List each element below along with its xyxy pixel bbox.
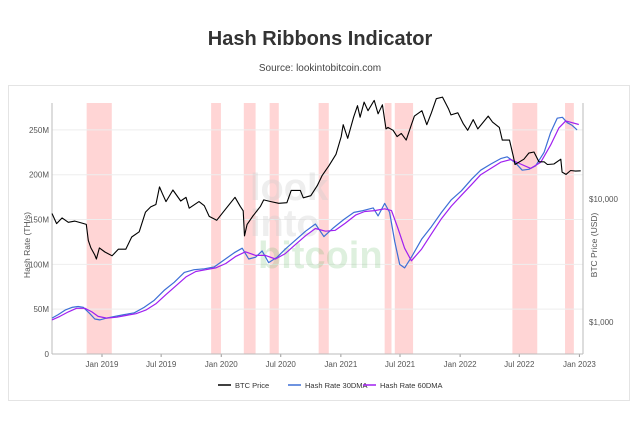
capitulation-bands <box>86 103 574 354</box>
x-tick-label: Jan 2021 <box>324 360 357 369</box>
legend-label: Hash Rate 30DMA <box>305 381 368 390</box>
legend-label: Hash Rate 60DMA <box>380 381 443 390</box>
series-lines <box>51 96 581 321</box>
capitulation-band-2 <box>211 103 221 354</box>
x-tick-label: Jul 2021 <box>385 360 416 369</box>
y-tick-label: 100M <box>29 260 49 269</box>
x-tick-label: Jul 2020 <box>266 360 297 369</box>
capitulation-band-7 <box>394 103 414 354</box>
y-axis-title-left: Hash Rate (TH/s) <box>22 212 32 278</box>
x-tick-label: Jan 2023 <box>563 360 596 369</box>
series-line-btc-price <box>51 96 581 260</box>
y-tick-label: 50M <box>33 305 49 314</box>
capitulation-band-3 <box>243 103 256 354</box>
y-axis-title-right: BTC Price (USD) <box>589 212 599 277</box>
series-line-hash-rate-30dma <box>51 116 578 321</box>
capitulation-band-5 <box>318 103 329 354</box>
series-line-hash-rate-60dma <box>51 120 579 321</box>
legend-label: BTC Price <box>235 381 269 390</box>
y-tick-label: 250M <box>29 126 49 135</box>
watermark-bitcoin: bitcoin <box>258 235 383 277</box>
watermark-into: into <box>250 203 320 245</box>
y2-tick-label: $10,000 <box>589 195 618 204</box>
axes: 0 50M 100M 150M 200M 250M $1,000 $10,000 Jan 201… <box>29 103 618 369</box>
capitulation-band-9 <box>565 103 574 354</box>
x-tick-label: Jul 2019 <box>146 360 177 369</box>
y-tick-label: 150M <box>29 216 49 225</box>
y-tick-label: 0 <box>45 350 50 359</box>
y-tick-label: 200M <box>29 171 49 180</box>
x-tick-label: Jan 2020 <box>205 360 238 369</box>
capitulation-band-8 <box>512 103 538 354</box>
legend: BTC Price Hash Rate 30DMA Hash Rate 60DMA <box>218 381 443 390</box>
chart-frame <box>8 85 630 401</box>
capitulation-band-6 <box>384 103 392 354</box>
chart-subtitle: Source: lookintobitcoin.com <box>258 63 382 74</box>
chart-title: Hash Ribbons Indicator <box>207 28 433 50</box>
capitulation-band-1 <box>86 103 112 354</box>
x-tick-label: Jan 2019 <box>86 360 119 369</box>
x-tick-label: Jan 2022 <box>444 360 477 369</box>
watermark: look into bitcoin <box>250 167 383 277</box>
x-tick-label: Jul 2022 <box>504 360 535 369</box>
capitulation-band-4 <box>269 103 279 354</box>
y2-tick-label: $1,000 <box>589 318 614 327</box>
